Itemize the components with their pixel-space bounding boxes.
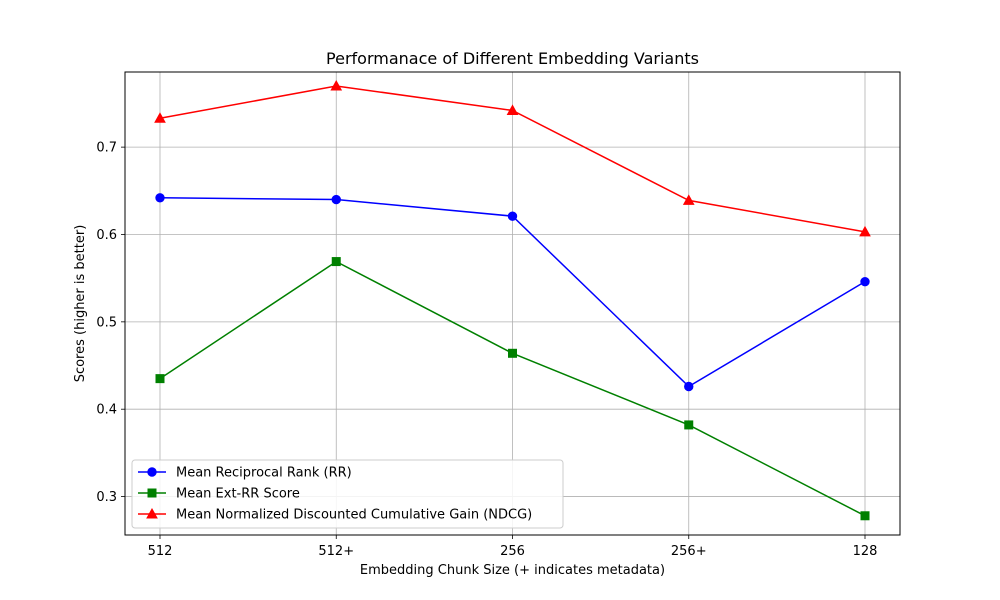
series-1 bbox=[155, 193, 870, 392]
series-group bbox=[154, 79, 871, 521]
data-point bbox=[330, 79, 343, 91]
legend-label: Mean Ext-RR Score bbox=[176, 487, 300, 502]
legend-label: Mean Normalized Discounted Cumulative Ga… bbox=[176, 508, 532, 523]
legend-item: Mean Reciprocal Rank (RR) bbox=[138, 466, 352, 481]
data-point bbox=[684, 420, 694, 430]
data-point bbox=[682, 194, 695, 205]
series-3 bbox=[154, 79, 871, 237]
data-point bbox=[507, 211, 518, 221]
y-tick-label: 0.7 bbox=[96, 141, 117, 156]
data-point bbox=[155, 193, 165, 203]
legend-item: Mean Normalized Discounted Cumulative Ga… bbox=[138, 508, 532, 523]
legend-marker bbox=[147, 467, 157, 477]
legend-item: Mean Ext-RR Score bbox=[138, 487, 300, 502]
data-point bbox=[331, 194, 341, 205]
legend-box bbox=[131, 459, 564, 529]
data-point bbox=[684, 381, 694, 392]
x-axis-title: Embedding Chunk Size (+ indicates metada… bbox=[360, 563, 665, 578]
y-axis-ticks: 0.3 0.4 0.5 0.6 0.7 bbox=[96, 141, 125, 505]
legend-marker bbox=[146, 507, 158, 519]
x-tick-label: 512 bbox=[148, 544, 173, 559]
series-2 bbox=[155, 257, 870, 521]
data-point bbox=[154, 112, 166, 123]
legend: Mean Reciprocal Rank (RR) Mean Ext-RR Sco… bbox=[131, 459, 564, 529]
data-point bbox=[860, 511, 870, 521]
y-tick-label: 0.5 bbox=[96, 315, 117, 330]
y-axis-title: Scores (higher is better) bbox=[73, 225, 88, 383]
data-point bbox=[331, 257, 341, 267]
chart-title: Performanace of Different Embedding Vari… bbox=[326, 49, 699, 68]
data-point bbox=[508, 348, 517, 358]
data-point bbox=[155, 374, 165, 384]
legend-marker bbox=[147, 488, 157, 498]
x-axis-ticks: 512 512+ 256 256+ 128 bbox=[148, 535, 878, 559]
x-tick-label: 256+ bbox=[671, 544, 707, 559]
x-tick-label: 128 bbox=[853, 544, 878, 559]
y-tick-label: 0.3 bbox=[96, 490, 117, 505]
data-point bbox=[506, 104, 519, 115]
data-point bbox=[860, 276, 870, 287]
x-tick-label: 256 bbox=[500, 544, 525, 559]
y-tick-label: 0.6 bbox=[96, 228, 117, 243]
y-tick-label: 0.4 bbox=[96, 403, 117, 418]
data-point bbox=[859, 225, 871, 237]
x-tick-label: 512+ bbox=[318, 544, 354, 559]
legend-label: Mean Reciprocal Rank (RR) bbox=[176, 466, 352, 481]
